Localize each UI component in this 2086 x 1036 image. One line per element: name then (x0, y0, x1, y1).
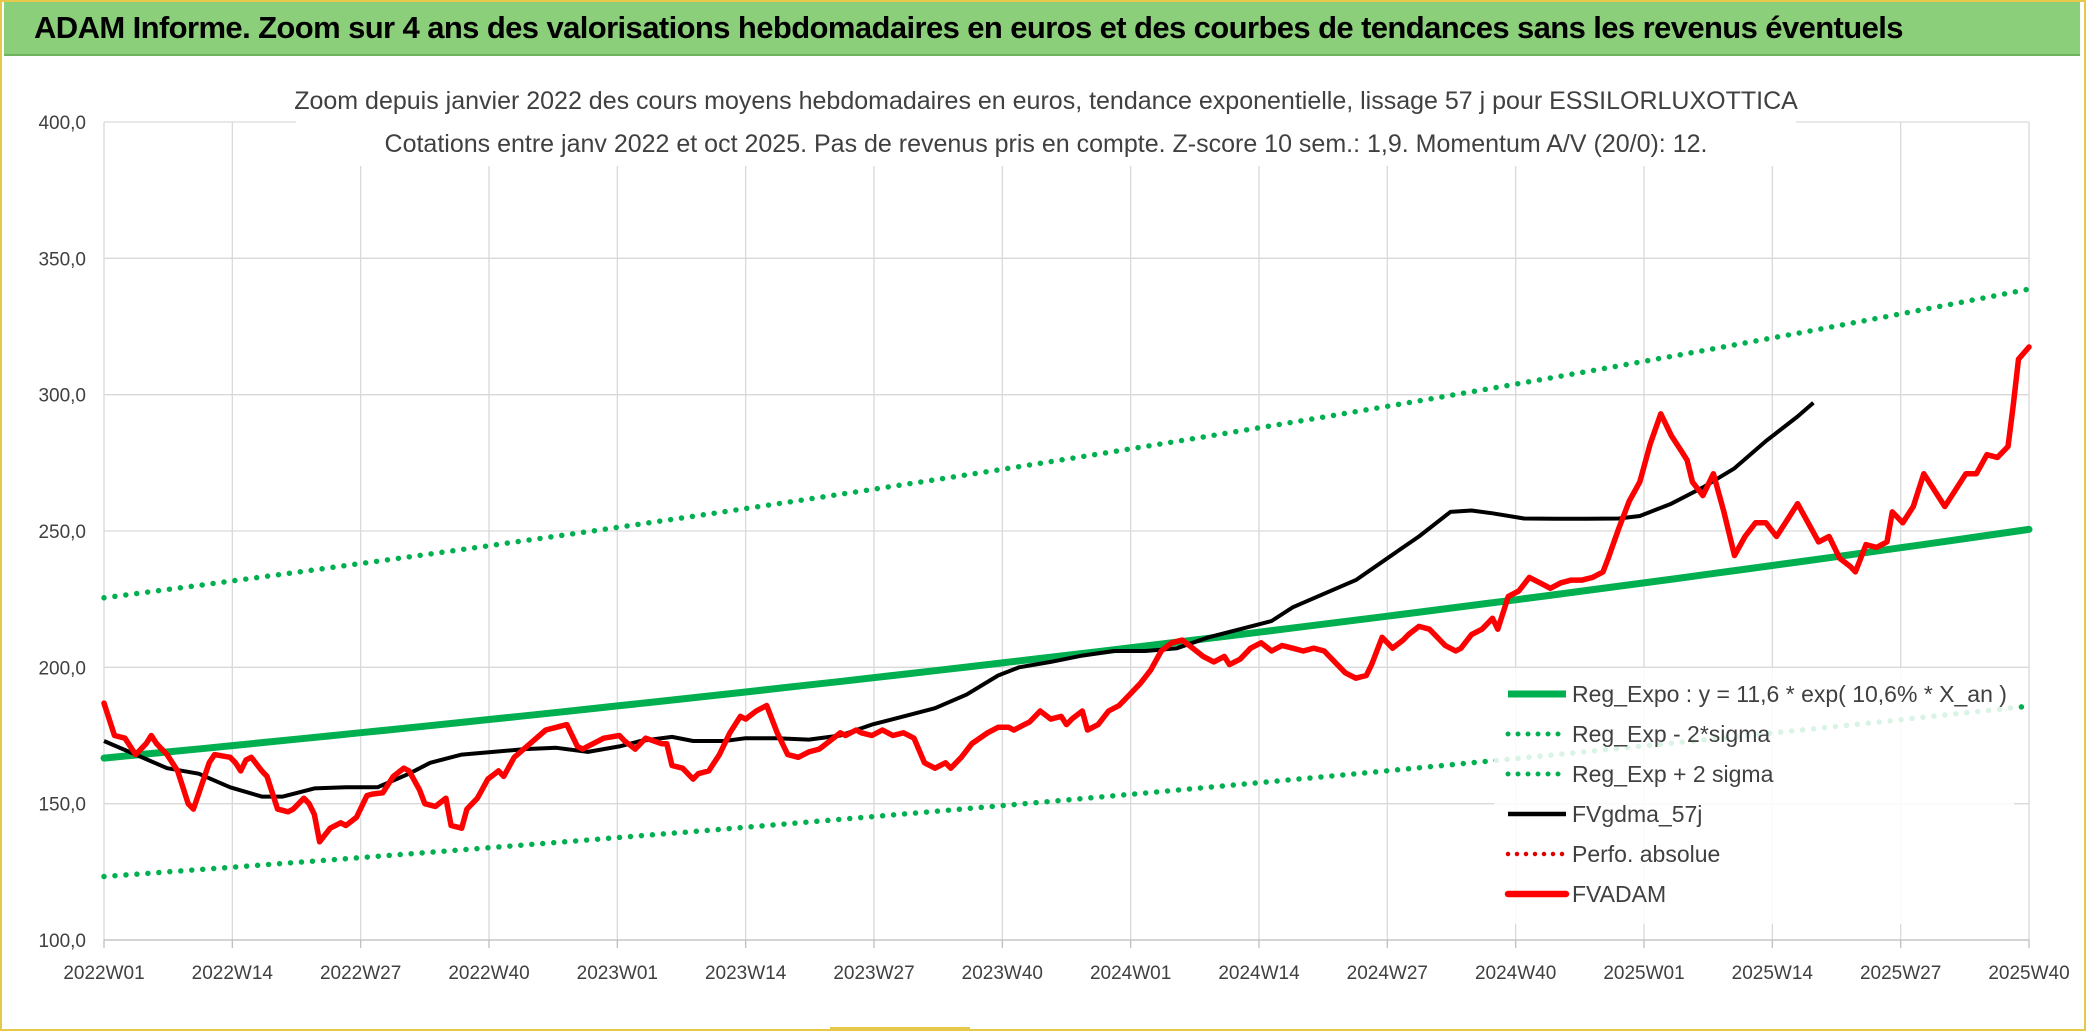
legend-label: FVADAM (1572, 881, 1666, 907)
report-header: ADAM Informe. Zoom sur 4 ans des valoris… (4, 2, 2080, 56)
report-title: ADAM Informe. Zoom sur 4 ans des valoris… (34, 10, 1904, 45)
legend-background (1494, 668, 2014, 924)
y-tick-label: 100,0 (38, 931, 86, 952)
bottom-accent (830, 1027, 970, 1031)
x-tick-label: 2022W01 (63, 963, 144, 984)
chart-title: Zoom depuis janvier 2022 des cours moyen… (294, 87, 1798, 115)
legend-label: Perfo. absolue (1572, 841, 1720, 867)
legend-label: Reg_Expo : y = 11,6 * exp( 10,6% * X_an … (1572, 681, 2007, 707)
x-tick-label: 2025W01 (1603, 963, 1684, 984)
y-tick-label: 300,0 (38, 386, 86, 407)
x-tick-label: 2025W40 (1988, 963, 2069, 984)
x-tick-label: 2023W01 (577, 963, 658, 984)
x-tick-label: 2022W27 (320, 963, 401, 984)
y-tick-label: 250,0 (38, 522, 86, 543)
x-tick-label: 2024W14 (1218, 963, 1300, 984)
x-axis: 2022W01 2022W14 2022W27 2022W40 2023W01 2023W… (63, 939, 2070, 984)
x-tick-label: 2024W01 (1090, 963, 1171, 984)
y-tick-label: 150,0 (38, 795, 86, 816)
chart-title-background (296, 80, 1796, 166)
series-reg-exp-minus-2sigma (101, 703, 2032, 880)
x-tick-label: 2023W14 (705, 963, 787, 984)
x-tick-label: 2025W14 (1732, 963, 1814, 984)
x-tick-label: 2024W27 (1347, 963, 1428, 984)
legend-label: Reg_Exp - 2*sigma (1572, 721, 1770, 747)
x-tick-label: 2022W40 (448, 963, 529, 984)
x-tick-label: 2023W40 (962, 963, 1043, 984)
x-tick-label: 2023W27 (833, 963, 914, 984)
x-tick-label: 2022W14 (192, 963, 274, 984)
series-reg-expo (100, 525, 2033, 762)
series-fvgdma-57j (103, 401, 1815, 799)
series-reg-exp-plus-2sigma (101, 286, 2032, 601)
legend-label: FVgdma_57j (1572, 801, 1702, 827)
x-tick-label: 2024W40 (1475, 963, 1556, 984)
series-group (100, 286, 2033, 880)
x-tick-label: 2025W27 (1860, 963, 1941, 984)
legend-label: Reg_Exp + 2 sigma (1572, 761, 1774, 787)
y-tick-label: 200,0 (38, 658, 86, 679)
chart-subtitle: Cotations entre janv 2022 et oct 2025. P… (385, 130, 1708, 158)
legend: Reg_Expo : y = 11,6 * exp( 10,6% * X_an … (1494, 668, 2014, 924)
y-tick-label: 350,0 (38, 249, 86, 270)
series-fvadam (101, 344, 2032, 845)
y-axis: 100,0 150,0 200,0 250,0 300,0 350,0 400,0 (38, 113, 86, 952)
y-tick-label: 400,0 (38, 113, 86, 134)
